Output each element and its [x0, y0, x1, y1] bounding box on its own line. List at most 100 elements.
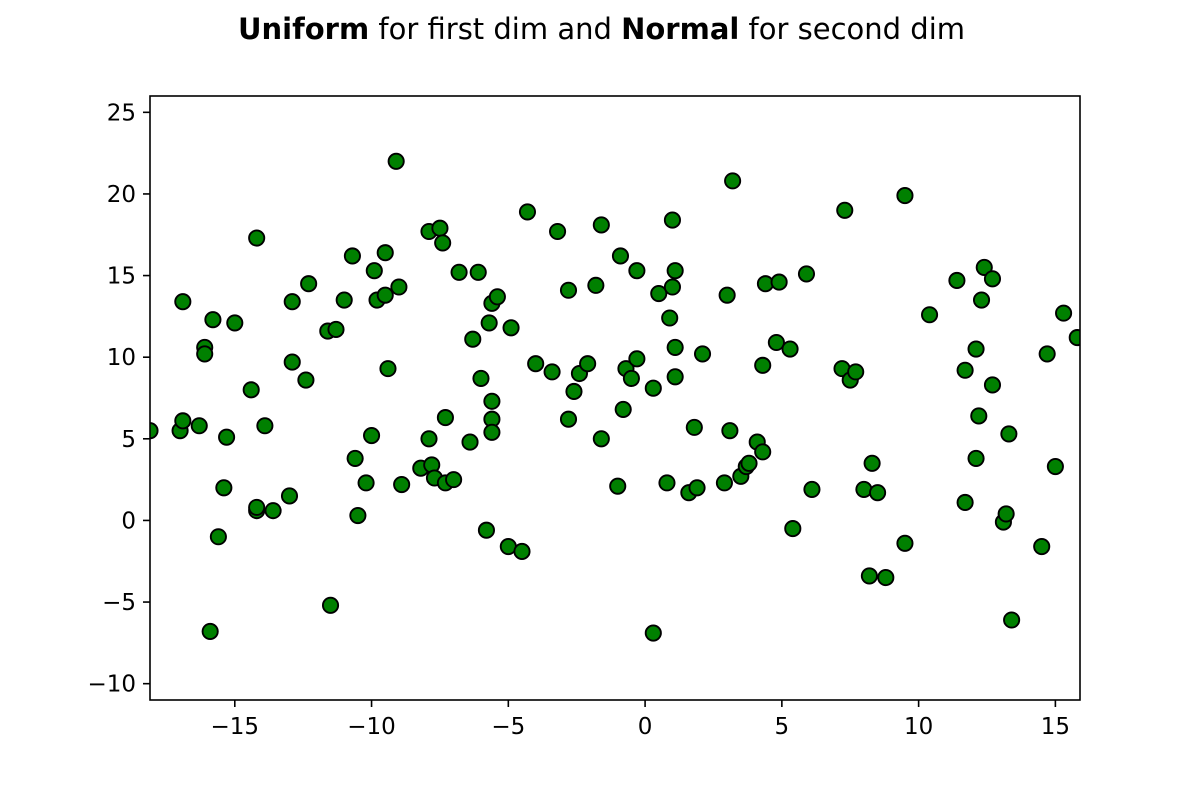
scatter-point: [502, 319, 520, 337]
scatter-point: [335, 291, 353, 309]
scatter-point: [877, 569, 895, 587]
scatter-point: [150, 422, 159, 440]
scatter-point: [587, 276, 605, 294]
scatter-point: [218, 428, 236, 446]
scatter-point: [663, 211, 681, 229]
scatter-point: [379, 360, 397, 378]
scatter-point: [972, 291, 991, 309]
scatter-point: [483, 423, 501, 441]
chart-title-part: for first dim and: [369, 12, 622, 46]
scatter-point: [483, 392, 501, 410]
x-tick-label: −15: [211, 714, 260, 740]
scatter-point: [393, 475, 411, 494]
scatter-point: [983, 270, 1002, 288]
chart-title-part: Uniform: [237, 12, 370, 46]
scatter-point: [477, 521, 495, 539]
scatter-point: [387, 152, 405, 170]
scatter-point: [256, 417, 274, 435]
scatter-point: [628, 350, 646, 368]
scatter-point: [376, 244, 394, 262]
ticks-layer: −15 −10 −5 0 5 10 15 −10 −5 0 5 10 15 20 25: [87, 100, 1070, 740]
scatter-point: [863, 454, 881, 472]
scatter-point: [464, 330, 482, 348]
scatter-point: [803, 480, 821, 498]
scatter-point: [921, 306, 939, 324]
scatter-point: [242, 381, 260, 399]
scatter-point: [297, 371, 315, 389]
scatter-point: [622, 369, 640, 387]
scatter-point: [174, 293, 192, 311]
scatter-point: [784, 520, 802, 538]
scatter-point: [1055, 304, 1073, 322]
scatter-point: [718, 286, 736, 304]
scatter-point: [174, 412, 192, 430]
scatter-point: [1000, 425, 1018, 443]
scatter-point: [956, 493, 974, 512]
scatter-point: [549, 222, 567, 241]
scatter-point: [280, 487, 299, 505]
scatter-point: [967, 449, 985, 467]
scatter-point: [1046, 458, 1064, 476]
scatter-point: [565, 382, 583, 401]
scatter-point: [754, 356, 772, 374]
scatter-point: [349, 506, 367, 525]
scatter-point: [209, 528, 227, 546]
scatter-point: [997, 505, 1015, 523]
scatter-point: [644, 624, 662, 642]
x-tick-label: −5: [491, 714, 525, 740]
scatter-point: [190, 417, 208, 435]
y-tick-label: 20: [107, 182, 136, 208]
scatter-point: [527, 355, 545, 373]
scatter-point: [628, 262, 646, 280]
chart-title-part: for second dim: [739, 12, 966, 46]
scatter-point: [948, 271, 966, 290]
scatter-point: [343, 247, 361, 265]
scatter-point: [201, 622, 219, 640]
scatter-point: [488, 288, 506, 306]
scatter-point: [321, 596, 340, 614]
scatter-point: [896, 534, 914, 552]
y-tick-label: 5: [121, 427, 136, 453]
x-tick-label: 10: [904, 714, 933, 740]
scatter-point: [376, 286, 394, 304]
scatter-point: [461, 433, 479, 451]
scatter-point: [215, 479, 233, 497]
scatter-point: [248, 229, 266, 247]
scatter-point: [283, 353, 301, 371]
scatter-point: [204, 311, 222, 329]
y-tick-label: 25: [107, 100, 136, 126]
scatter-point: [300, 275, 318, 293]
scatter-point: [264, 502, 282, 520]
scatter-point: [770, 273, 788, 291]
scatter-point: [685, 418, 703, 436]
scatter-point: [644, 379, 662, 397]
scatter-point: [847, 363, 865, 381]
scatter-point: [715, 474, 733, 492]
scatter-point: [1068, 329, 1080, 347]
scatter-point: [226, 314, 244, 332]
y-tick-label: −5: [102, 590, 136, 616]
scatter-point: [693, 345, 712, 363]
scatter-point: [688, 479, 706, 497]
scatter-point: [661, 309, 679, 327]
scatter-point: [513, 542, 531, 560]
scatter-point: [666, 368, 684, 386]
scatter-point: [445, 471, 463, 489]
scatter-point: [420, 430, 438, 448]
scatter-point: [666, 262, 684, 280]
scatter-point: [363, 426, 381, 445]
scatter-point: [579, 355, 597, 373]
scatter-point: [724, 172, 742, 190]
scatter-point: [983, 376, 1002, 394]
scatter-point: [740, 454, 758, 472]
scatter-point: [797, 265, 816, 283]
scatter-point: [767, 333, 785, 352]
scatter-point: [559, 281, 578, 299]
scatter-point: [559, 410, 578, 428]
scatter-point: [1038, 345, 1056, 363]
y-tick-label: 15: [107, 264, 136, 290]
scatter-point: [472, 369, 490, 387]
y-tick-label: 0: [121, 508, 136, 534]
scatter-point: [434, 234, 452, 252]
